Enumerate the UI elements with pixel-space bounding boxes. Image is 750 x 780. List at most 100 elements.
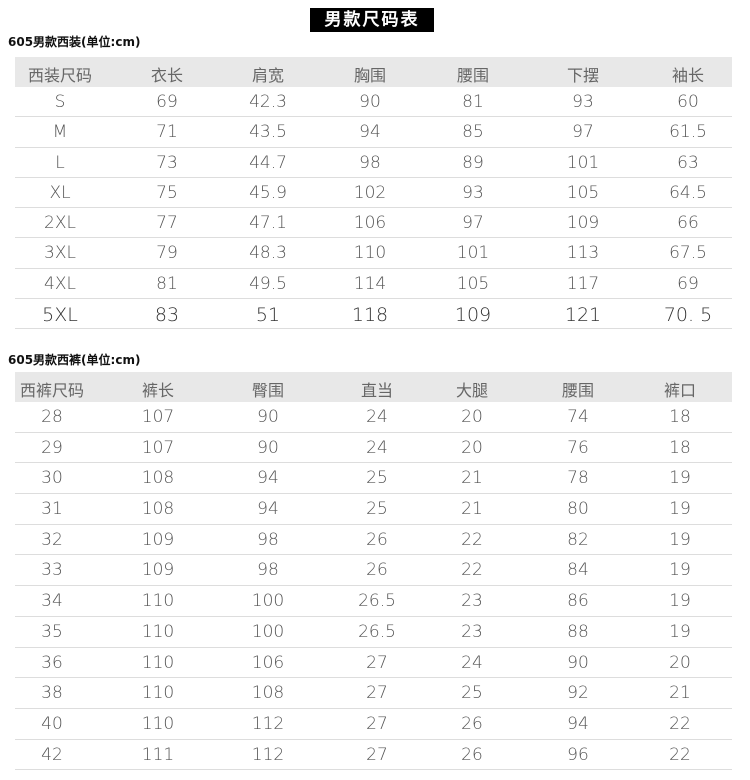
header-cell: 裤长 — [141, 381, 175, 400]
page-title: 男款尺码表 — [310, 8, 434, 32]
header-cell: 腰围 — [561, 381, 595, 400]
table-cell: 5XL — [42, 304, 78, 327]
table-cell: 112 — [251, 744, 285, 765]
table-cell: 94 — [257, 468, 279, 489]
table-cell: 82 — [567, 529, 589, 550]
table-row: M 71 43.5 94 85 97 61.5 — [15, 117, 732, 148]
table-cell: 27 — [366, 652, 388, 673]
table-cell: 98 — [257, 529, 279, 550]
table-cell: 63 — [677, 152, 699, 173]
table-cell: 110 — [141, 652, 175, 673]
table-row: 2XL 77 47.1 106 97 109 66 — [15, 208, 732, 239]
header-cell: 下摆 — [566, 66, 600, 85]
table-cell: 110 — [353, 243, 387, 264]
table-row: 40 110 112 27 26 94 22 — [15, 709, 732, 740]
table-cell: 21 — [461, 499, 483, 520]
table-cell: 78 — [567, 468, 589, 489]
table-cell: 22 — [461, 560, 483, 581]
table-row: 5XL 83 51 118 109 121 70. 5 — [15, 299, 732, 330]
table-row: S 69 42.3 90 81 93 60 — [15, 87, 732, 118]
table-cell: 102 — [353, 182, 387, 203]
table-cell: 19 — [669, 499, 691, 520]
header-cell: 腰围 — [456, 66, 490, 85]
table-cell: 19 — [669, 621, 691, 642]
table-cell: 110 — [141, 683, 175, 704]
table-cell: 35 — [41, 621, 63, 642]
table-row: 30 108 94 25 21 78 19 — [15, 463, 732, 495]
table-row: 36 110 106 27 24 90 20 — [15, 648, 732, 679]
header-cell: 西装尺码 — [27, 66, 93, 85]
table-cell: 101 — [456, 243, 490, 264]
table-cell: 18 — [669, 437, 691, 458]
table-cell: 20 — [669, 652, 691, 673]
table-cell: 93 — [572, 92, 594, 112]
table-cell: 25 — [461, 683, 483, 704]
table-cell: 94 — [567, 713, 589, 734]
table-row: 42 111 112 27 26 96 22 — [15, 740, 732, 771]
table-cell: 2XL — [44, 213, 76, 234]
table-cell: 90 — [567, 652, 589, 673]
table-cell: M — [52, 122, 68, 143]
table-cell: 118 — [351, 304, 389, 327]
table-cell: 27 — [366, 713, 388, 734]
table-cell: 33 — [41, 560, 63, 581]
table-cell: 27 — [366, 744, 388, 765]
header-row: 西装尺码 衣长 肩宽 胸围 腰围 下摆 袖长 — [15, 57, 732, 87]
table-cell: 77 — [156, 213, 178, 234]
table-cell: 86 — [567, 591, 589, 612]
table-cell: 114 — [353, 273, 387, 294]
table-cell: 105 — [456, 273, 490, 294]
table-row: XL 75 45.9 102 93 105 64.5 — [15, 178, 732, 209]
table-cell: 89 — [462, 152, 484, 173]
table-cell: 19 — [669, 529, 691, 550]
table-cell: 76 — [567, 437, 589, 458]
table-cell: 20 — [461, 437, 483, 458]
table-cell: 73 — [156, 152, 178, 173]
table-cell: 121 — [564, 304, 602, 327]
table-cell: 81 — [156, 273, 178, 294]
table-cell: 109 — [141, 529, 175, 550]
table-cell: 74 — [567, 407, 589, 427]
table-cell: 48.3 — [249, 243, 287, 264]
table-cell: 19 — [669, 591, 691, 612]
header-row: 西裤尺码 裤长 臀围 直当 大腿 腰围 裤口 — [15, 372, 732, 402]
table-cell: 90 — [257, 437, 279, 458]
table-cell: 110 — [141, 591, 175, 612]
table-cell: 79 — [156, 243, 178, 264]
table-cell: 109 — [141, 560, 175, 581]
table-row: 34 110 100 26.5 23 86 19 — [15, 586, 732, 617]
table-cell: S — [54, 92, 66, 112]
table-cell: 106 — [251, 652, 285, 673]
table-row: 33 109 98 26 22 84 19 — [15, 555, 732, 587]
table-cell: 90 — [359, 92, 381, 112]
table-cell: 18 — [669, 407, 691, 427]
table-cell: 84 — [567, 560, 589, 581]
table-cell: 81 — [462, 92, 484, 112]
table-cell: 100 — [251, 621, 285, 642]
header-cell: 衣长 — [150, 66, 184, 85]
header-cell: 西裤尺码 — [19, 381, 85, 400]
table-cell: 117 — [566, 273, 600, 294]
table-cell: 21 — [461, 468, 483, 489]
header-cell: 裤口 — [663, 381, 697, 400]
pants-section-title: 605男款西裤(单位:cm) — [8, 353, 141, 367]
table-cell: L — [55, 152, 65, 173]
table-cell: 92 — [567, 683, 589, 704]
header-cell: 直当 — [360, 381, 394, 400]
table-cell: 75 — [156, 182, 178, 203]
table-cell: 42.3 — [249, 92, 287, 112]
suit-size-table: 西装尺码 衣长 肩宽 胸围 腰围 下摆 袖长 S 69 42.3 90 81 93 60 M 71 43.5 94… — [15, 57, 732, 330]
header-cell: 大腿 — [455, 381, 489, 400]
table-row: 3XL 79 48.3 110 101 113 67.5 — [15, 238, 732, 269]
table-cell: 24 — [461, 652, 483, 673]
table-cell: 93 — [462, 182, 484, 203]
header-cell: 袖长 — [671, 66, 705, 85]
table-cell: 20 — [461, 407, 483, 427]
table-cell: 105 — [566, 182, 600, 203]
table-cell: 113 — [566, 243, 600, 264]
table-cell: 25 — [366, 468, 388, 489]
table-cell: 23 — [461, 621, 483, 642]
table-cell: 107 — [141, 437, 175, 458]
table-cell: 22 — [669, 713, 691, 734]
table-cell: 108 — [141, 499, 175, 520]
